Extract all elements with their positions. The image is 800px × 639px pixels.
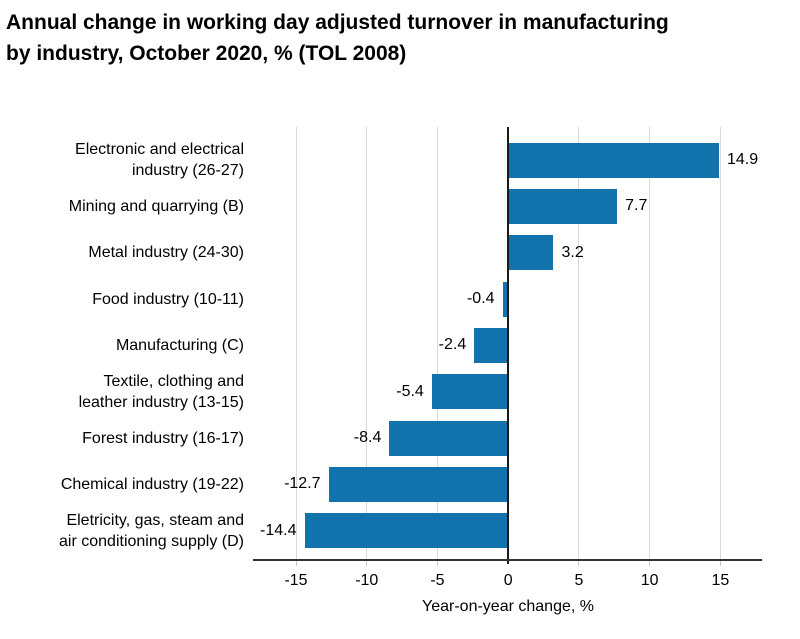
category-label: Mining and quarrying (B) — [68, 197, 244, 215]
category-label: Electronic and electrical industry (26-2… — [75, 141, 244, 180]
bar-value-label: -12.7 — [284, 475, 321, 493]
bar-value-label: -0.4 — [466, 290, 495, 308]
gridline — [436, 127, 438, 559]
axis-tick-mark — [295, 559, 297, 566]
category-label: Food industry (10-11) — [92, 290, 244, 308]
gridline — [719, 127, 721, 559]
axis-tick-mark — [649, 559, 651, 566]
x-axis-tick-label: -10 — [355, 572, 379, 589]
category-label: Forest industry (16-17) — [82, 429, 244, 447]
x-axis-title: Year-on-year change, % — [422, 598, 594, 615]
zero-axis-line — [507, 127, 510, 564]
bar — [474, 327, 509, 363]
category-label: Eletricity, gas, steam and air condition… — [59, 511, 244, 550]
gridline — [366, 127, 368, 559]
bar-value-label: -2.4 — [438, 336, 467, 354]
x-axis-tick-label: -15 — [284, 572, 308, 589]
gridline — [295, 127, 297, 559]
gridline — [578, 127, 580, 559]
chart-title-line2: by industry, October 2020, % (TOL 2008) — [6, 42, 407, 65]
axis-tick-mark — [366, 559, 368, 566]
bar — [508, 142, 719, 178]
bar-value-label: -8.4 — [353, 429, 382, 447]
bar — [502, 281, 509, 317]
x-axis-tick-label: 10 — [640, 572, 659, 589]
x-axis-line — [253, 559, 762, 561]
category-label: Chemical industry (19-22) — [60, 475, 244, 493]
bar-value-label: -5.4 — [396, 382, 424, 400]
x-axis-tick-label: 15 — [711, 572, 730, 589]
bar — [431, 374, 509, 410]
bar — [304, 513, 509, 549]
bar — [508, 235, 554, 271]
bar-value-label: 3.2 — [561, 243, 584, 261]
chart-title-line1: Annual change in working day adjusted tu… — [6, 11, 669, 34]
bar — [508, 188, 618, 224]
axis-tick-mark — [719, 559, 721, 566]
bar-value-label: -14.4 — [260, 521, 297, 539]
x-axis-tick-label: 0 — [503, 572, 513, 589]
chart-title: Annual change in working day adjusted tu… — [6, 7, 786, 69]
axis-tick-mark — [436, 559, 438, 566]
bar-value-label: 14.9 — [726, 151, 759, 169]
x-axis-tick-label: 5 — [574, 572, 584, 589]
bar — [389, 420, 509, 456]
category-label: Manufacturing (C) — [115, 336, 244, 354]
gridline — [649, 127, 651, 559]
category-label: Textile, clothing and leather industry (… — [78, 372, 244, 411]
bar — [328, 466, 509, 502]
bar-value-label: 7.7 — [625, 197, 648, 215]
axis-tick-mark — [578, 559, 580, 566]
x-axis-tick-label: -5 — [430, 572, 445, 589]
category-label: Metal industry (24-30) — [88, 244, 244, 262]
